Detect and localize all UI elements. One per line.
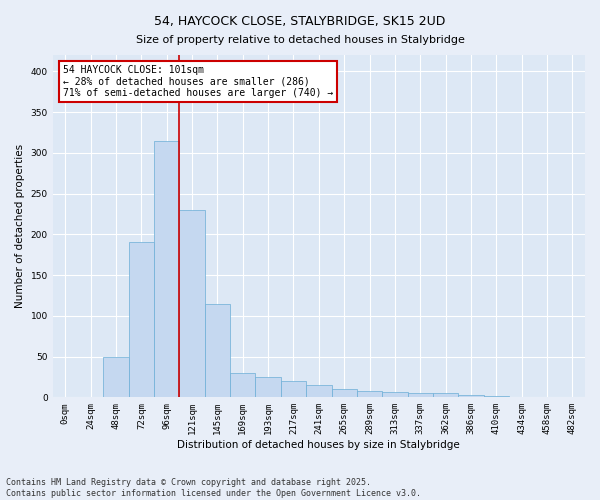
Bar [179,210,205,398]
Bar [332,389,357,398]
Bar [484,396,509,398]
Text: Size of property relative to detached houses in Stalybridge: Size of property relative to detached ho… [136,35,464,45]
Bar [256,377,281,398]
Bar [509,396,535,398]
Y-axis label: Number of detached properties: Number of detached properties [15,144,25,308]
X-axis label: Distribution of detached houses by size in Stalybridge: Distribution of detached houses by size … [178,440,460,450]
Bar [357,391,382,398]
Bar [281,381,306,398]
Bar [458,395,484,398]
Text: Contains HM Land Registry data © Crown copyright and database right 2025.
Contai: Contains HM Land Registry data © Crown c… [6,478,421,498]
Bar [205,304,230,398]
Bar [230,373,256,398]
Bar [103,356,129,398]
Bar [154,140,179,398]
Text: 54, HAYCOCK CLOSE, STALYBRIDGE, SK15 2UD: 54, HAYCOCK CLOSE, STALYBRIDGE, SK15 2UD [154,15,446,28]
Bar [382,392,407,398]
Bar [53,396,78,398]
Bar [78,396,103,398]
Bar [560,396,585,398]
Bar [306,385,332,398]
Text: 54 HAYCOCK CLOSE: 101sqm
← 28% of detached houses are smaller (286)
71% of semi-: 54 HAYCOCK CLOSE: 101sqm ← 28% of detach… [64,66,334,98]
Bar [407,394,433,398]
Bar [129,242,154,398]
Bar [433,394,458,398]
Bar [535,396,560,398]
